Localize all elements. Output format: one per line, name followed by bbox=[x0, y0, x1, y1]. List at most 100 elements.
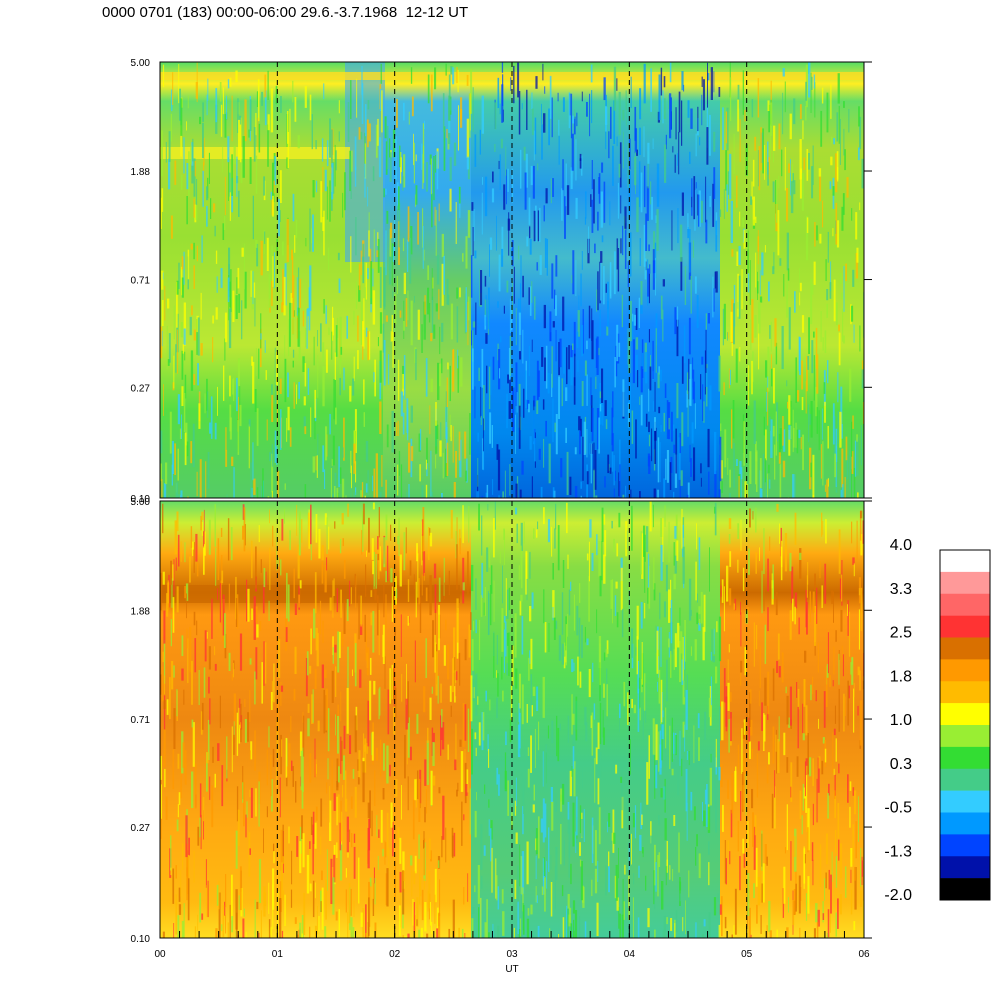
noise-streak bbox=[805, 81, 808, 101]
noise-streak bbox=[729, 153, 732, 200]
noise-streak bbox=[654, 889, 656, 910]
noise-streak bbox=[335, 911, 338, 921]
noise-streak bbox=[170, 560, 172, 585]
noise-streak bbox=[792, 409, 794, 453]
noise-streak bbox=[351, 465, 352, 489]
noise-streak bbox=[407, 681, 409, 723]
noise-streak bbox=[163, 610, 166, 644]
noise-streak bbox=[203, 547, 205, 575]
noise-streak bbox=[711, 629, 713, 662]
noise-streak bbox=[237, 809, 240, 847]
noise-streak bbox=[541, 124, 543, 160]
noise-streak bbox=[634, 805, 637, 839]
noise-streak bbox=[167, 359, 170, 366]
noise-streak bbox=[223, 216, 226, 230]
noise-streak bbox=[361, 482, 364, 498]
noise-streak bbox=[849, 806, 851, 828]
noise-streak bbox=[276, 446, 278, 465]
noise-streak bbox=[646, 762, 649, 805]
noise-streak bbox=[613, 488, 615, 498]
noise-streak bbox=[413, 133, 414, 166]
noise-streak bbox=[561, 188, 563, 221]
noise-streak bbox=[196, 562, 199, 577]
noise-streak bbox=[189, 556, 191, 583]
noise-streak bbox=[810, 684, 812, 701]
noise-streak bbox=[860, 425, 862, 466]
noise-streak bbox=[593, 703, 596, 720]
noise-streak bbox=[258, 932, 260, 938]
noise-streak bbox=[629, 232, 632, 277]
noise-streak bbox=[476, 792, 477, 801]
noise-streak bbox=[380, 809, 383, 843]
noise-streak bbox=[406, 239, 409, 272]
noise-streak bbox=[192, 423, 195, 468]
noise-streak bbox=[825, 665, 828, 708]
noise-streak bbox=[799, 282, 802, 292]
noise-streak bbox=[714, 470, 717, 498]
noise-streak bbox=[728, 719, 730, 753]
noise-streak bbox=[527, 747, 530, 756]
chart-title: 0000 0701 (183) 00:00-06:00 29.6.-3.7.19… bbox=[102, 4, 469, 21]
noise-streak bbox=[337, 704, 339, 726]
noise-streak bbox=[415, 154, 417, 162]
noise-streak bbox=[807, 876, 810, 914]
noise-streak bbox=[166, 325, 168, 370]
colorbar-label: -1.3 bbox=[884, 843, 912, 860]
noise-streak bbox=[743, 229, 746, 249]
noise-streak bbox=[439, 326, 441, 355]
noise-streak bbox=[310, 407, 312, 438]
noise-streak bbox=[764, 677, 767, 706]
noise-streak bbox=[523, 905, 525, 935]
noise-streak bbox=[552, 321, 555, 328]
noise-streak bbox=[565, 163, 567, 207]
noise-streak bbox=[713, 897, 717, 916]
noise-streak bbox=[458, 105, 459, 151]
noise-streak bbox=[671, 411, 673, 442]
noise-streak bbox=[673, 649, 675, 670]
noise-streak bbox=[544, 622, 547, 653]
noise-streak bbox=[168, 131, 171, 162]
noise-streak bbox=[619, 712, 620, 732]
noise-streak bbox=[222, 145, 224, 173]
noise-streak bbox=[522, 329, 524, 364]
noise-streak bbox=[775, 180, 777, 214]
noise-streak bbox=[235, 598, 238, 627]
noise-streak bbox=[192, 138, 194, 162]
noise-streak bbox=[580, 495, 582, 498]
noise-streak bbox=[442, 93, 445, 133]
noise-streak bbox=[218, 880, 220, 910]
noise-streak bbox=[618, 342, 621, 357]
noise-streak bbox=[201, 913, 204, 920]
noise-streak bbox=[407, 616, 409, 626]
noise-streak bbox=[410, 300, 413, 346]
noise-streak bbox=[421, 534, 423, 561]
noise-streak bbox=[193, 265, 195, 290]
noise-streak bbox=[801, 360, 804, 390]
noise-streak bbox=[727, 659, 729, 680]
noise-streak bbox=[791, 566, 794, 604]
noise-streak bbox=[520, 522, 523, 551]
noise-streak bbox=[650, 68, 652, 112]
noise-streak bbox=[480, 897, 482, 938]
noise-streak bbox=[813, 74, 816, 89]
noise-streak bbox=[639, 491, 641, 498]
noise-streak bbox=[815, 690, 817, 702]
noise-streak bbox=[363, 412, 365, 427]
noise-streak bbox=[345, 889, 347, 913]
noise-streak bbox=[507, 780, 509, 816]
noise-streak bbox=[598, 417, 600, 454]
noise-streak bbox=[543, 304, 546, 329]
noise-streak bbox=[714, 431, 717, 475]
noise-streak bbox=[698, 194, 700, 227]
noise-streak bbox=[531, 339, 533, 352]
colorbar-label: 4.0 bbox=[890, 537, 912, 554]
colorbar-swatch bbox=[940, 746, 990, 770]
noise-streak bbox=[578, 617, 581, 657]
noise-streak bbox=[794, 291, 796, 313]
noise-streak bbox=[239, 866, 242, 911]
noise-streak bbox=[312, 880, 315, 918]
noise-streak bbox=[180, 541, 182, 562]
noise-streak bbox=[852, 415, 854, 429]
noise-streak bbox=[448, 928, 451, 938]
noise-streak bbox=[365, 932, 368, 938]
